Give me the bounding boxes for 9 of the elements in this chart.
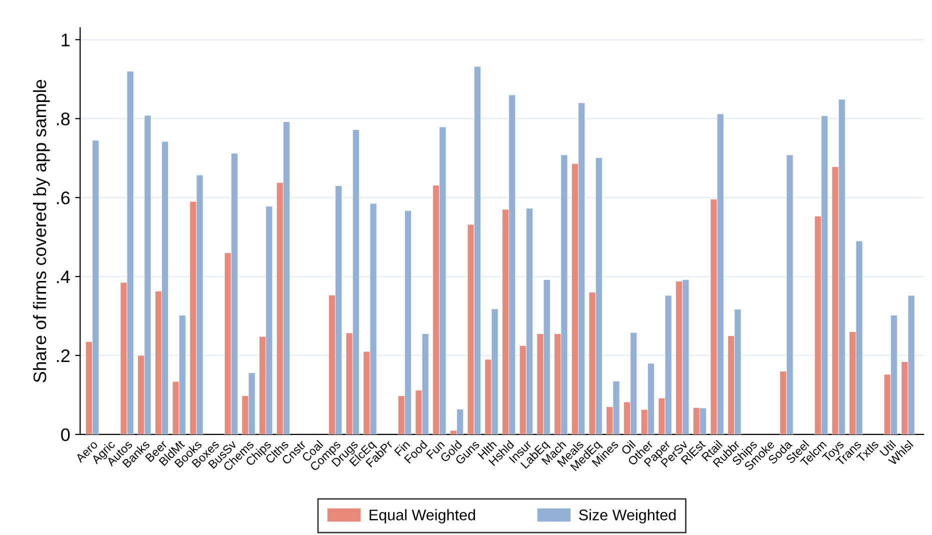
y-tick-label: 0 xyxy=(61,428,70,442)
y-tick-label: .8 xyxy=(57,112,70,126)
y-tick-label: 1 xyxy=(62,34,70,46)
legend-label: Size Weighted xyxy=(579,509,676,524)
y-tick-label: .6 xyxy=(57,192,70,204)
y-tick-label: .2 xyxy=(57,349,70,362)
y-tick-label: .4 xyxy=(57,270,70,284)
legend-label: Equal Weighted xyxy=(370,509,476,524)
y-axis-title: Share of firms covered by app sample xyxy=(32,80,50,382)
